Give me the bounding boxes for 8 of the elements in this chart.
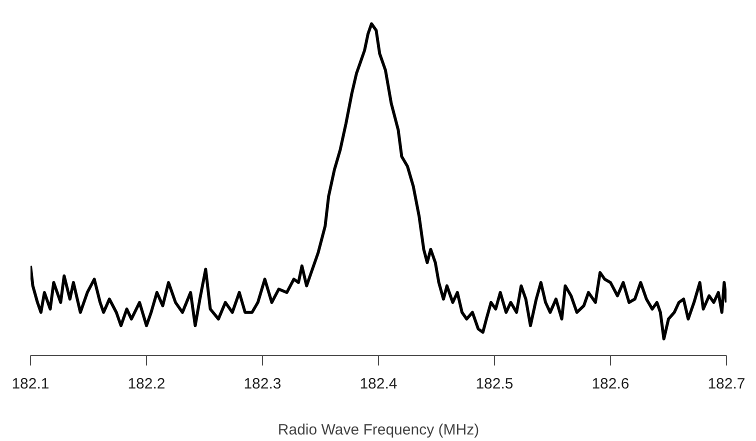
- x-tick-label: 182.5: [476, 376, 514, 392]
- x-tick-label: 182.4: [360, 376, 398, 392]
- x-tick-label: 182.2: [128, 376, 166, 392]
- x-tick-label: 182.6: [592, 376, 630, 392]
- x-tick-label: 182.7: [708, 376, 746, 392]
- x-axis-title: Radio Wave Frequency (MHz): [278, 422, 480, 438]
- x-tick-label: 182.3: [244, 376, 282, 392]
- x-tick-label: 182.1: [12, 376, 50, 392]
